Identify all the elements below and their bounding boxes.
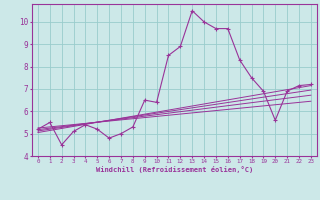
X-axis label: Windchill (Refroidissement éolien,°C): Windchill (Refroidissement éolien,°C) [96, 166, 253, 173]
